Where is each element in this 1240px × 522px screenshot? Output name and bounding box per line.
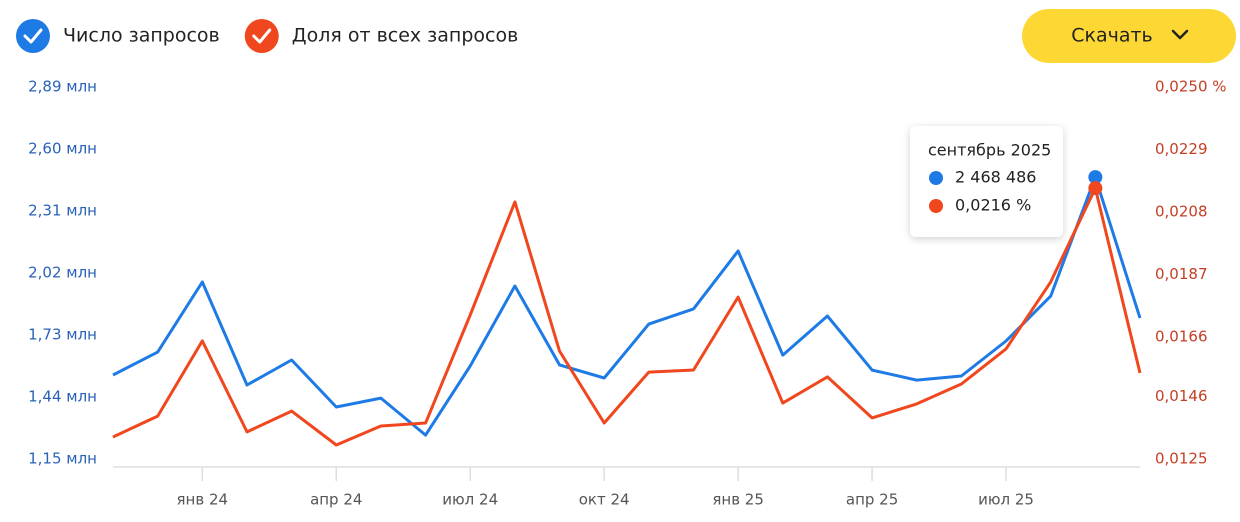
legend-check[interactable] [16,19,50,53]
legend-label[interactable]: Число запросов [63,25,220,47]
y2-tick-label: 0,0125 [1155,450,1208,468]
y2-tick-label: 0,0187 [1155,265,1208,283]
series-line [112,186,1142,447]
legend-check[interactable] [244,19,279,53]
y-tick-label: 2,60 млн [28,140,97,158]
download-label[interactable]: Скачать [1071,25,1153,47]
download-button[interactable] [1022,9,1236,63]
tooltip-value: 0,0216 % [955,196,1031,215]
check-icon[interactable] [23,28,43,44]
y-tick-label: 2,31 млн [28,202,97,220]
legend-label[interactable]: Доля от всех запросов [292,25,519,47]
check-icon[interactable] [252,28,272,44]
y-tick-label: 1,73 млн [28,326,97,344]
y-tick-label: 2,89 млн [28,78,97,96]
y2-tick-label: 0,0229 [1155,140,1208,158]
x-tick-label: апр 25 [846,491,898,509]
y2-tick-label: 0,0166 [1155,327,1208,345]
tooltip-value: 2 468 486 [955,168,1036,187]
tooltip-dot [929,199,943,213]
x-tick-label: янв 25 [712,491,764,509]
legend-item[interactable]: Доля от всех запросов [244,19,519,53]
x-tick-label: июл 24 [442,491,498,509]
x-tick-label: янв 24 [177,491,229,509]
x-tick-label: апр 24 [310,491,362,509]
x-tick-label: июл 25 [978,491,1034,509]
tooltip: сентябрь 2025 2 468 486 0,0216 % [910,126,1063,237]
y-tick-label: 1,15 млн [28,450,97,468]
y2-tick-label: 0,0208 [1155,202,1208,220]
tooltip-title: сентябрь 2025 [928,141,1051,160]
chevron[interactable] [1171,29,1189,40]
y-tick-label: 2,02 млн [28,264,97,282]
y2-tick-label: 0,0250 % [1155,78,1227,96]
highlight-point [1088,170,1103,185]
y2-tick-label: 0,0146 [1155,387,1208,405]
tooltip-box [910,126,1063,237]
highlight-point [1088,181,1103,196]
legend-item[interactable]: Число запросов [16,19,220,53]
y-tick-label: 1,44 млн [28,388,97,406]
tooltip-dot [929,171,943,185]
series-line [112,175,1142,437]
x-tick-label: окт 24 [579,491,630,509]
